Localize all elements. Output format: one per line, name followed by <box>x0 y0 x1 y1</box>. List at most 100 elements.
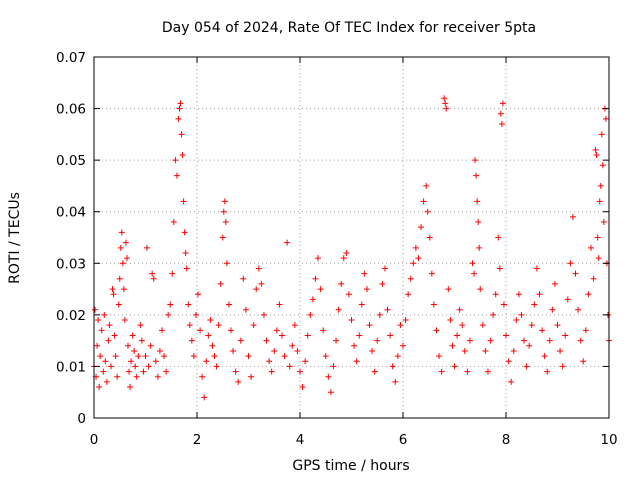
data-point-plus <box>124 342 131 349</box>
data-point-plus <box>582 327 589 334</box>
data-point-plus <box>503 332 509 339</box>
data-point-plus <box>222 219 229 226</box>
data-point-plus <box>541 353 548 360</box>
data-point-plus <box>533 265 540 272</box>
data-point-plus <box>112 353 119 360</box>
data-point-plus <box>115 301 122 308</box>
data-point-plus <box>415 255 422 262</box>
y-tick-label: 0.05 <box>56 153 86 169</box>
data-point-plus <box>122 239 129 246</box>
data-point-plus <box>476 244 483 251</box>
tick-layer <box>93 56 610 419</box>
data-point-plus <box>286 363 293 370</box>
data-point-plus <box>325 373 332 380</box>
data-point-plus <box>536 291 543 298</box>
data-point-plus <box>307 311 314 318</box>
data-point-plus <box>118 229 125 236</box>
data-point-plus <box>523 363 530 370</box>
data-point-plus <box>289 342 296 349</box>
data-point-plus <box>177 100 184 107</box>
data-point-plus <box>531 301 538 308</box>
data-point-plus <box>369 347 376 354</box>
x-tick-label: 0 <box>90 432 99 448</box>
data-point-plus <box>567 260 574 267</box>
data-point-plus <box>127 384 134 391</box>
data-point-plus <box>220 208 227 215</box>
data-point-plus <box>235 378 242 385</box>
y-tick-label: 0.06 <box>56 102 86 118</box>
data-point-plus <box>260 311 267 318</box>
data-point-plus <box>473 172 480 179</box>
data-point-plus <box>154 373 161 380</box>
data-point-plus <box>278 332 285 339</box>
data-point-plus <box>477 286 484 293</box>
data-point-plus <box>353 358 360 365</box>
data-point-plus <box>175 115 182 122</box>
data-point-plus <box>170 219 177 226</box>
data-point-plus <box>546 337 553 344</box>
data-point-plus <box>471 270 478 277</box>
data-point-plus <box>513 317 520 324</box>
data-point-plus <box>309 296 316 303</box>
data-point-plus <box>173 172 180 179</box>
x-axis-label: GPS time / hours <box>292 458 409 474</box>
data-point-plus <box>441 95 448 102</box>
data-point-plus <box>487 337 494 344</box>
data-point-plus <box>211 353 218 360</box>
data-point-plus <box>495 234 502 241</box>
data-point-plus <box>443 105 450 112</box>
data-point-plus <box>598 131 605 138</box>
data-point-plus <box>466 337 473 344</box>
data-point-plus <box>508 378 515 385</box>
data-point-plus <box>205 332 212 339</box>
data-point-plus <box>217 280 224 287</box>
data-point-plus <box>317 286 324 293</box>
data-point-plus <box>577 337 584 344</box>
data-point-plus <box>580 358 587 365</box>
y-tick-label: 0.03 <box>56 256 86 272</box>
data-point-plus <box>379 280 386 287</box>
data-point-plus <box>201 394 208 401</box>
data-point-plus <box>192 311 199 318</box>
data-point-plus <box>340 255 347 262</box>
data-point-plus <box>482 347 489 354</box>
data-point-plus <box>384 306 391 313</box>
data-point-plus <box>500 301 507 308</box>
data-point-plus <box>114 373 121 380</box>
data-point-plus <box>144 244 151 251</box>
data-point-plus <box>271 347 278 354</box>
data-marks <box>91 95 612 401</box>
data-point-plus <box>110 291 117 298</box>
data-point-plus <box>376 311 383 318</box>
data-point-plus <box>358 301 365 308</box>
data-point-plus <box>600 219 607 226</box>
data-point-plus <box>459 322 466 329</box>
data-point-plus <box>445 286 452 293</box>
data-point-plus <box>544 368 551 375</box>
data-point-plus <box>138 337 145 344</box>
data-point-plus <box>120 286 127 293</box>
data-point-plus <box>496 265 503 272</box>
data-point-plus <box>250 322 257 329</box>
data-point-plus <box>330 363 337 370</box>
data-point-plus <box>528 322 535 329</box>
data-point-plus <box>92 306 99 313</box>
data-point-plus <box>343 249 350 256</box>
data-point-plus <box>526 342 533 349</box>
data-point-plus <box>284 239 291 246</box>
data-point-plus <box>109 286 116 293</box>
data-point-plus <box>449 342 456 349</box>
data-point-plus <box>297 368 303 375</box>
data-point-plus <box>242 306 249 313</box>
data-point-plus <box>554 322 561 329</box>
data-point-plus <box>182 249 189 256</box>
data-point-plus <box>539 327 546 334</box>
data-point-plus <box>156 347 163 354</box>
data-point-plus <box>322 353 329 360</box>
data-point-plus <box>436 353 443 360</box>
data-point-plus <box>424 208 431 215</box>
data-point-plus <box>255 265 262 272</box>
x-tick-label: 8 <box>502 432 511 448</box>
data-point-plus <box>472 157 479 164</box>
data-point-plus <box>169 270 176 277</box>
